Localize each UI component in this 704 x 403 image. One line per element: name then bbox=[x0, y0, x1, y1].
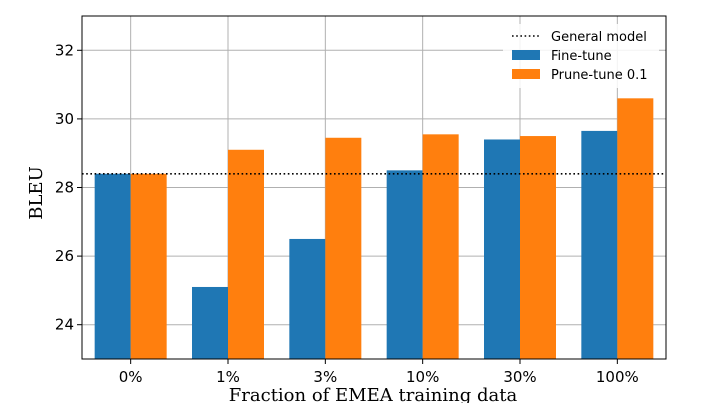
bar-fine-tune bbox=[94, 173, 131, 359]
x-ticks: 0% 1% 3% 10% 30% 100% bbox=[119, 359, 639, 386]
bar-fine-tune bbox=[386, 170, 423, 359]
bar-prune-tune-0-1 bbox=[130, 173, 167, 359]
x-tick-label: 30% bbox=[503, 368, 536, 386]
legend-swatch bbox=[512, 50, 540, 60]
bar-prune-tune-0-1 bbox=[228, 149, 264, 359]
bars-group bbox=[94, 98, 654, 359]
x-tick-label: 0% bbox=[119, 368, 143, 386]
y-tick-label: 30 bbox=[55, 110, 74, 128]
x-tick-label: 3% bbox=[313, 368, 337, 386]
bar-fine-tune bbox=[581, 130, 618, 359]
bar-prune-tune-0-1 bbox=[325, 137, 362, 359]
y-tick-label: 28 bbox=[55, 179, 74, 197]
y-tick-label: 26 bbox=[55, 247, 74, 265]
legend-label: Prune-tune 0.1 bbox=[551, 68, 648, 83]
bar-fine-tune bbox=[289, 238, 326, 359]
x-tick-label: 10% bbox=[406, 368, 439, 386]
x-tick-label: 1% bbox=[216, 368, 240, 386]
legend-label: Fine-tune bbox=[551, 49, 612, 64]
y-axis-label: BLEU bbox=[26, 166, 47, 220]
legend-label: General model bbox=[551, 30, 647, 45]
legend-swatch bbox=[512, 69, 540, 79]
bar-fine-tune bbox=[484, 139, 520, 359]
bar-fine-tune bbox=[192, 286, 228, 359]
bar-prune-tune-0-1 bbox=[617, 98, 654, 359]
x-axis-label: Fraction of EMEA training data bbox=[229, 385, 518, 403]
y-tick-label: 24 bbox=[55, 316, 74, 334]
y-tick-label: 32 bbox=[55, 41, 74, 59]
legend: General model Fine-tune Prune-tune 0.1 bbox=[503, 24, 659, 88]
bar-prune-tune-0-1 bbox=[520, 136, 556, 359]
x-tick-label: 100% bbox=[596, 368, 639, 386]
bar-prune-tune-0-1 bbox=[422, 134, 459, 359]
y-ticks: 24 26 28 30 32 bbox=[55, 41, 82, 334]
